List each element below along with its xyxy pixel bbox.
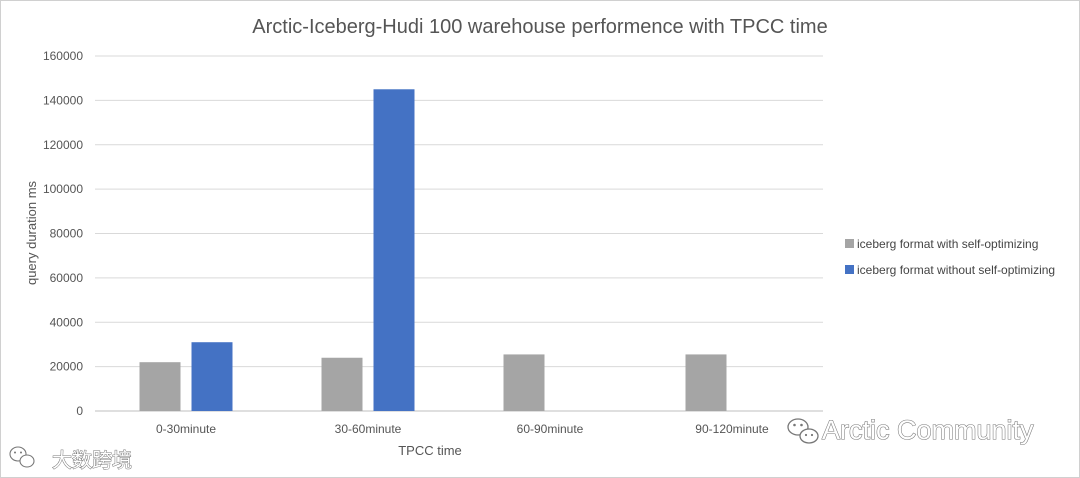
x-tick-label: 90-120minute bbox=[695, 422, 769, 436]
y-tick-label: 80000 bbox=[50, 227, 84, 241]
watermark-left-text: 大数跨境 bbox=[52, 449, 132, 472]
y-tick-label: 40000 bbox=[50, 315, 84, 329]
bar-with-self-optimizing bbox=[139, 362, 181, 411]
x-tick-label: 30-60minute bbox=[335, 422, 402, 436]
bar-without-self-optimizing bbox=[373, 89, 415, 411]
x-axis-ticks: 0-30minute 30-60minute 60-90minute 90-120mi… bbox=[156, 422, 769, 436]
watermark-arctic-community: Arctic Community bbox=[787, 414, 1035, 446]
legend-swatch bbox=[845, 239, 854, 248]
legend-entry: iceberg format without self-optimizing bbox=[857, 263, 1055, 277]
wechat-icon bbox=[9, 446, 35, 468]
legend-swatch bbox=[845, 265, 854, 274]
legend-entry: iceberg format with self-optimizing bbox=[857, 237, 1038, 251]
chart-title: Arctic-Iceberg-Hudi 100 warehouse perfor… bbox=[252, 16, 827, 38]
watermark-right-text: Arctic Community bbox=[822, 415, 1034, 445]
y-tick-label: 160000 bbox=[43, 49, 83, 63]
y-tick-label: 20000 bbox=[50, 360, 84, 374]
y-tick-label: 140000 bbox=[43, 93, 83, 107]
bar-with-self-optimizing bbox=[503, 354, 545, 411]
x-tick-label: 60-90minute bbox=[517, 422, 584, 436]
y-tick-label: 100000 bbox=[43, 182, 83, 196]
watermark-left: 大数跨境 bbox=[9, 446, 133, 473]
y-axis-label: query duration ms bbox=[24, 180, 39, 285]
y-tick-label: 0 bbox=[76, 404, 83, 418]
bars bbox=[139, 89, 727, 411]
y-tick-label: 60000 bbox=[50, 271, 84, 285]
y-tick-label: 120000 bbox=[43, 138, 83, 152]
wechat-icon bbox=[787, 418, 819, 444]
legend: iceberg format with self-optimizing icebe… bbox=[845, 237, 1055, 277]
bar-with-self-optimizing bbox=[685, 354, 727, 411]
bar-without-self-optimizing bbox=[191, 342, 233, 411]
bar-with-self-optimizing bbox=[321, 357, 363, 411]
y-axis-ticks: 0 20000 40000 60000 80000 100000 120000 140000 1… bbox=[43, 49, 83, 418]
x-axis-label: TPCC time bbox=[398, 443, 462, 458]
x-tick-label: 0-30minute bbox=[156, 422, 216, 436]
